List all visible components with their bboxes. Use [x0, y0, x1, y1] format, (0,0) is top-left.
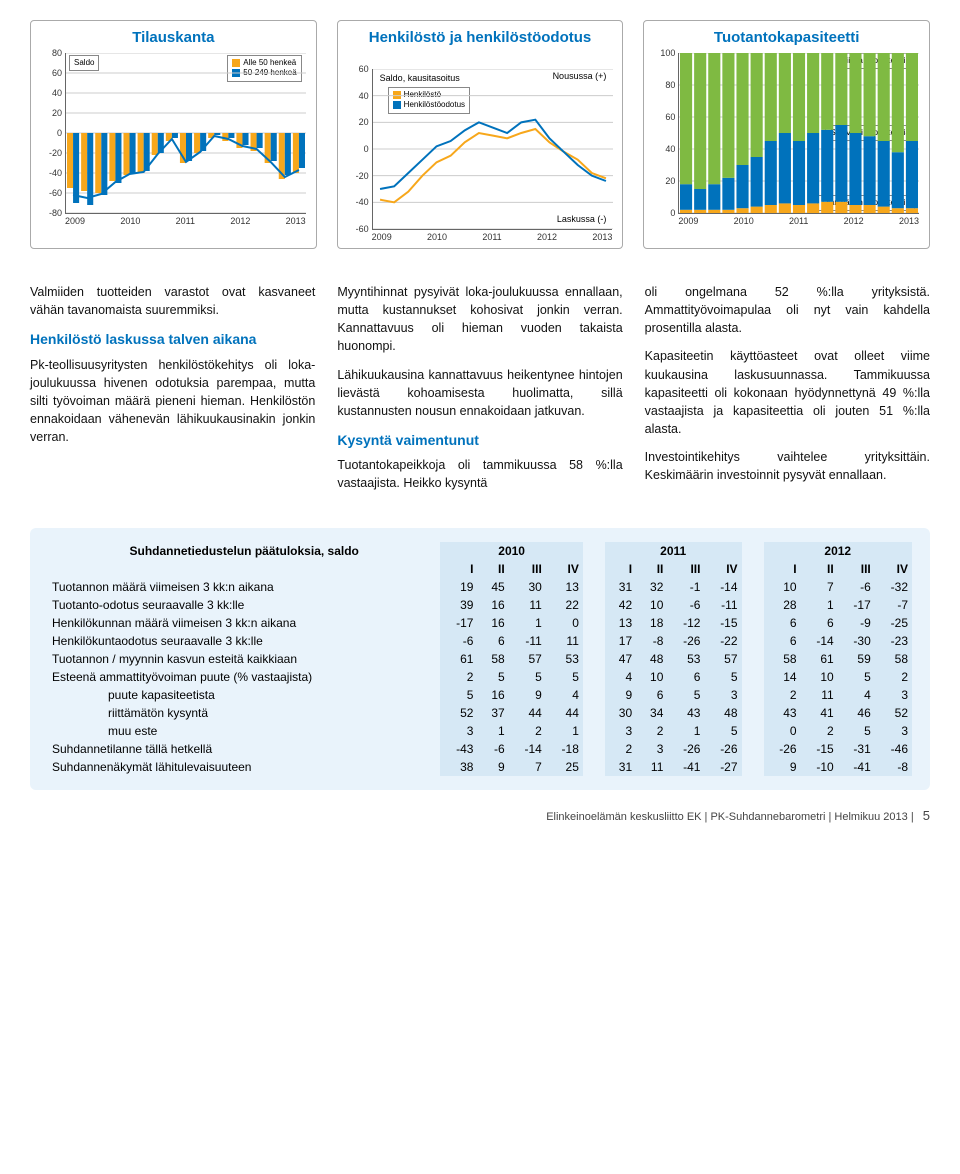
- chart-title: Tilauskanta: [41, 29, 306, 47]
- year-header: 2011: [605, 542, 742, 560]
- charts-row: Tilauskanta Saldo Alle 50 henkeä 50-249 …: [30, 20, 930, 249]
- chart-henkilosto: Henkilöstö ja henkilöstöodotus Saldo, ka…: [337, 20, 624, 249]
- table-row: puute kapasiteetista51694965321143: [48, 686, 912, 704]
- table-row: Henkilökuntaodotus seuraavalle 3 kk:lle-…: [48, 632, 912, 650]
- chart-kapasiteetti: Tuotantokapasiteetti Liikaa kapasiteetti…: [643, 20, 930, 249]
- table-title: Suhdannetiedustelun päätuloksia, saldo: [48, 542, 440, 560]
- chart-area: 100806040200 Sopivasti kapasiteettia Lii…: [678, 53, 919, 214]
- paragraph: Myyntihinnat pysyivät loka-joulukuussa e…: [337, 283, 622, 356]
- subheading: Kysyntä vaimentunut: [337, 430, 622, 450]
- table-row: Henkilökunnan määrä viimeisen 3 kk:n aik…: [48, 614, 912, 632]
- year-header: 2010: [440, 542, 582, 560]
- page-footer: Elinkeinoelämän keskusliitto EK | PK-Suh…: [30, 808, 930, 823]
- chart-tilauskanta: Tilauskanta Saldo Alle 50 henkeä 50-249 …: [30, 20, 317, 249]
- year-header: 2012: [764, 542, 912, 560]
- results-table: Suhdannetiedustelun päätuloksia, saldo 2…: [48, 542, 912, 776]
- paragraph: Investointikehitys vaihtelee yrityksittä…: [645, 448, 930, 484]
- results-table-wrap: Suhdannetiedustelun päätuloksia, saldo 2…: [30, 528, 930, 790]
- subheading: Henkilöstö laskussa talven aikana: [30, 329, 315, 349]
- table-row: Esteenä ammattityövoiman puute (% vastaa…: [48, 668, 912, 686]
- paragraph: Kapasiteetin käyttöasteet ovat olleet vi…: [645, 347, 930, 438]
- table-row: Suhdannetilanne tällä hetkellä-43-6-14-1…: [48, 740, 912, 758]
- paragraph: Lähikuukausina kannattavuus heikentynee …: [337, 366, 622, 420]
- body-text: Valmiiden tuotteiden varastot ovat kasva…: [30, 283, 930, 502]
- chart-area: 806040200-20-40-60-80: [65, 53, 306, 214]
- table-row: riittämätön kysyntä523744443034434843414…: [48, 704, 912, 722]
- legend-falling: Laskussa (-): [557, 214, 607, 224]
- chart-area: 6040200-20-40-60: [372, 69, 613, 230]
- paragraph: Tuotantokapeikkoja oli tammikuussa 58 %:…: [337, 456, 622, 492]
- paragraph: oli ongelmana 52 %:lla yrityksistä. Amma…: [645, 283, 930, 337]
- table-row: muu este312132150253: [48, 722, 912, 740]
- chart-title: Tuotantokapasiteetti: [654, 29, 919, 47]
- paragraph: Valmiiden tuotteiden varastot ovat kasva…: [30, 283, 315, 319]
- chart-title: Henkilöstö ja henkilöstöodotus: [348, 29, 613, 63]
- table-row: Tuotannon määrä viimeisen 3 kk:n aikana1…: [48, 578, 912, 596]
- table-row: Suhdannenäkymät lähitulevaisuuteen389725…: [48, 758, 912, 776]
- paragraph: Pk-teollisuusyritysten henkilöstökehitys…: [30, 356, 315, 447]
- table-row: Tuotannon / myynnin kasvun esteitä kaikk…: [48, 650, 912, 668]
- table-row: Tuotanto-odotus seuraavalle 3 kk:lle3916…: [48, 596, 912, 614]
